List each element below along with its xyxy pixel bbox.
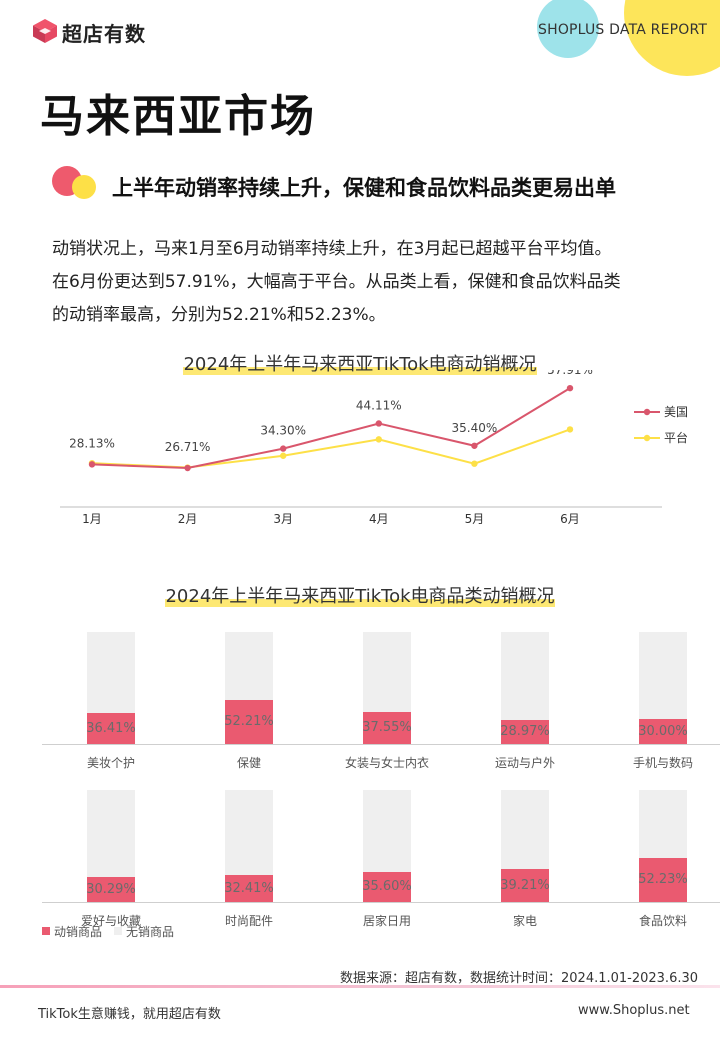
bullet-yellow-dot — [72, 175, 96, 199]
category-label: 运动与户外 — [494, 756, 555, 770]
x-tick-label: 3月 — [273, 512, 293, 526]
bar-value-label: 37.55% — [362, 720, 412, 735]
data-point — [184, 464, 191, 472]
legend-marker — [643, 408, 651, 416]
footer-slogan: TikTok生意赚钱，就用超店有数 — [38, 1007, 221, 1022]
bar-baseline — [42, 744, 720, 745]
data-point — [471, 442, 478, 449]
bar-value-label: 32.41% — [224, 880, 274, 896]
bar-value-label: 30.00% — [638, 723, 688, 739]
category-label: 手机与数码 — [632, 756, 693, 770]
line-chart: 1月 2月 3月 4月 5月 6月 28.13% 26.71% 34.30% 44.11% 35.4… — [60, 370, 688, 526]
bar-fill — [87, 713, 135, 744]
bar-value-label: 39.21% — [500, 877, 550, 893]
bar-fill — [225, 700, 273, 744]
data-point — [375, 436, 382, 443]
category-label: 保健 — [236, 756, 261, 770]
bar-chart-title: 2024年上半年马来西亚TikTok电商品类动销概况 — [165, 582, 555, 608]
bar-value-label: 30.29% — [86, 881, 136, 897]
data-label: 44.11% — [356, 398, 402, 412]
bar-fill — [363, 712, 411, 744]
bar-value-label: 52.21% — [224, 714, 274, 729]
bar-fill — [639, 719, 687, 744]
paragraph-line: 动销状况上，马来1月至6月动销率持续上升，在3月起已超越平台平均值。 — [52, 239, 612, 259]
bar-value-label: 35.60% — [362, 879, 412, 894]
legend-label: 美国 — [664, 405, 688, 419]
x-tick-label: 1月 — [82, 512, 102, 526]
category-label: 美妆个护 — [86, 756, 135, 770]
legend-label-unsold: 无销商品 — [126, 925, 175, 939]
decorative-cyan-circle — [537, 0, 599, 58]
bar-chart-title-wrap: 2024年上半年马来西亚TikTok电商品类动销概况 — [40, 582, 680, 608]
bar-baseline — [42, 902, 720, 903]
report-label: SHOPLUS DATA REPORT — [538, 22, 708, 38]
legend-marker — [643, 434, 651, 442]
category-label: 时尚配件 — [224, 914, 273, 928]
bar-fill — [363, 872, 411, 902]
paragraph-line: 的动销率最高，分别为52.21%和52.23%。 — [52, 305, 386, 325]
series-line-main — [91, 387, 571, 470]
data-point — [280, 445, 287, 452]
bar-value-label: 52.23% — [638, 872, 688, 887]
data-point — [566, 426, 574, 433]
brand-logo-icon — [33, 19, 57, 43]
x-tick-label: 5月 — [465, 512, 485, 526]
data-label: 34.30% — [260, 424, 306, 438]
data-point — [88, 461, 96, 468]
legend-swatch-sold — [42, 927, 50, 935]
data-point — [471, 460, 478, 467]
x-tick-label: 2月 — [178, 512, 198, 526]
section-subtitle: 上半年动销率持续上升，保健和食品饮料品类更易出单 — [112, 176, 616, 200]
data-point — [566, 384, 574, 392]
bar-value-label: 36.41% — [86, 720, 136, 736]
paragraph-line: 在6月份更达到57.91%，大幅高于平台。从品类上看，保健和食品饮料品类 — [52, 272, 621, 292]
bar-fill — [501, 869, 549, 902]
x-tick-label: 4月 — [369, 512, 389, 526]
line-chart-title: 2024年上半年马来西亚TikTok电商动销概况 — [183, 350, 537, 376]
decorative-yellow-circle — [624, 0, 720, 76]
page-title: 马来西亚市场 — [40, 91, 316, 142]
footer-divider — [0, 985, 720, 988]
bar-fill — [639, 858, 687, 902]
category-label: 家电 — [512, 914, 537, 928]
data-label: 26.71% — [165, 440, 211, 454]
category-label: 食品饮料 — [638, 914, 687, 928]
x-tick-label: 6月 — [560, 512, 580, 526]
legend-label-sold: 动销商品 — [54, 925, 103, 939]
data-label: 35.40% — [452, 421, 498, 435]
line-chart-title-wrap: 2024年上半年马来西亚TikTok电商动销概况 — [40, 350, 680, 376]
legend-swatch-unsold — [114, 927, 122, 935]
bar-fill — [87, 877, 135, 902]
brand-name: 超店有数 — [62, 22, 146, 46]
footer-website[interactable]: www.Shoplus.net — [578, 1003, 690, 1018]
bar-fill — [225, 875, 273, 902]
bar-fill — [501, 720, 549, 744]
data-source: 数据来源：超店有数，数据统计时间：2024.1.01-2023.6.30 — [340, 971, 699, 986]
category-label: 爱好与收藏 — [80, 914, 141, 928]
bar-value-label: 28.97% — [500, 724, 550, 739]
category-label: 女装与女士内衣 — [344, 756, 429, 770]
legend-label: 平台 — [664, 430, 688, 445]
bar-chart: 36.41% 美妆个护 52.21% 保健 37.55% 女装与女士内衣 28.97% 运动与… — [0, 620, 720, 928]
category-label: 居家日用 — [362, 914, 411, 928]
data-label: 57.91% — [547, 370, 593, 377]
data-point — [280, 452, 287, 459]
data-label: 28.13% — [69, 436, 115, 450]
data-point — [375, 420, 382, 427]
